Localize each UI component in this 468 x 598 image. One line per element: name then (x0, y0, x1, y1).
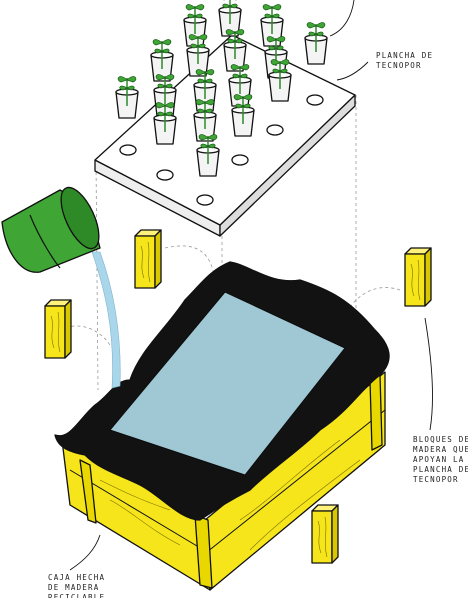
label-line: BLOQUES DE (413, 435, 468, 444)
label-line: RECICLABLE (48, 593, 105, 598)
water-stream (91, 251, 121, 389)
wood-block (134, 229, 162, 289)
wood-block (404, 247, 432, 307)
label-line: TECNOPOR (376, 61, 422, 70)
bucket (1, 186, 101, 273)
styrofoam-plate (94, 34, 356, 237)
label-line: APOYAN LA (413, 455, 464, 464)
label-line: MADERA QUE (413, 445, 468, 454)
label-line: DE MADERA (48, 583, 99, 592)
water (109, 291, 346, 476)
wood-block (311, 504, 339, 564)
label-line: PLANCHA DE (376, 51, 433, 60)
label-line: TECNOPOR (413, 475, 459, 484)
wood-block (44, 299, 72, 359)
label-line: PLANCHA DE (413, 465, 468, 474)
wooden-box (61, 371, 386, 591)
label-line: CAJA HECHA (48, 573, 105, 582)
